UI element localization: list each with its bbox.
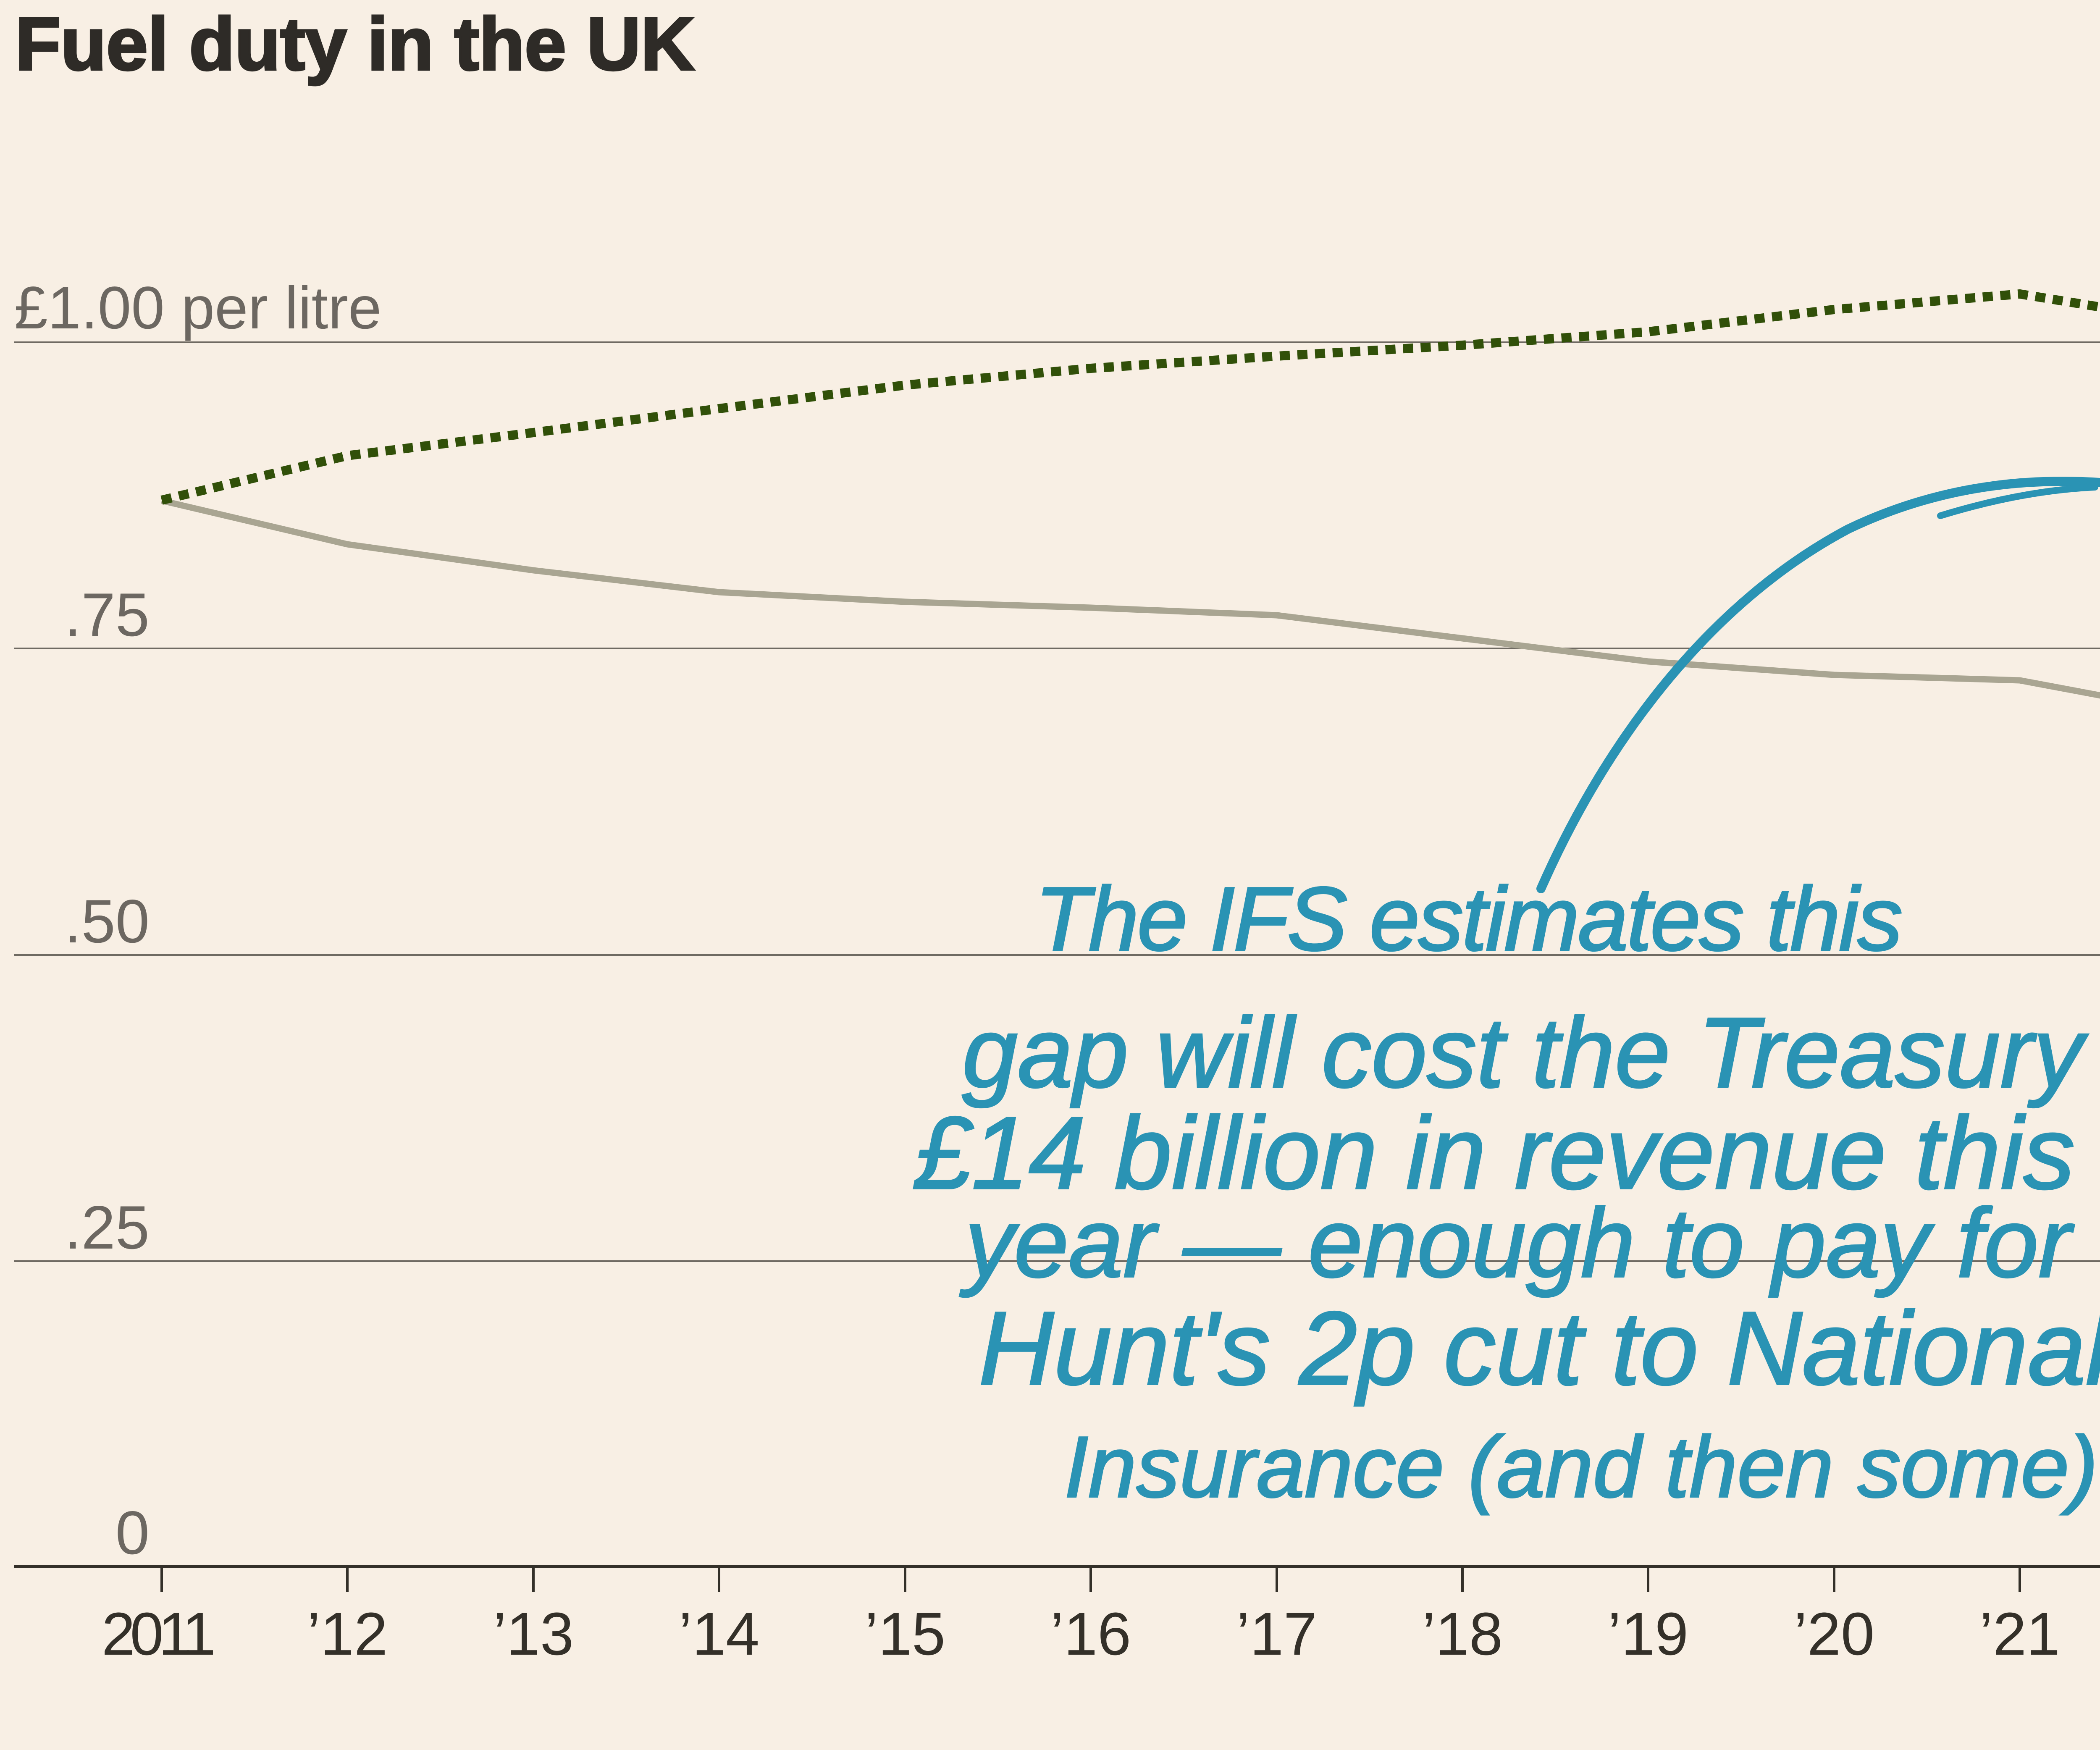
svg-text:year — enough to pay for: year — enough to pay for <box>959 1189 2074 1298</box>
svg-text:Fuel duty in the UK: Fuel duty in the UK <box>15 2 695 86</box>
svg-text:The IFS estimates this: The IFS estimates this <box>1035 868 1903 969</box>
svg-text:’17: ’17 <box>1236 1600 1317 1668</box>
svg-text:’18: ’18 <box>1422 1600 1503 1668</box>
svg-text:2011: 2011 <box>102 1600 216 1668</box>
svg-text:’19: ’19 <box>1608 1600 1688 1668</box>
svg-text:gap will cost the Treasury: gap will cost the Treasury <box>962 997 2089 1108</box>
svg-text:’12: ’12 <box>307 1600 388 1668</box>
svg-text:.75: .75 <box>64 580 150 649</box>
svg-text:0: 0 <box>116 1498 150 1567</box>
svg-text:’20: ’20 <box>1794 1600 1874 1668</box>
svg-text:£1.00 per litre: £1.00 per litre <box>14 275 381 341</box>
svg-text:’16: ’16 <box>1050 1600 1131 1668</box>
svg-text:Hunt's 2p cut to National: Hunt's 2p cut to National <box>979 1290 2100 1406</box>
svg-text:’13: ’13 <box>493 1600 574 1668</box>
svg-text:Insurance (and then some): Insurance (and then some) <box>1064 1419 2098 1515</box>
svg-text:£14 billion in revenue this: £14 billion in revenue this <box>914 1095 2075 1210</box>
svg-text:.25: .25 <box>64 1193 150 1262</box>
svg-text:’15: ’15 <box>865 1600 945 1668</box>
svg-text:’21: ’21 <box>1979 1600 2060 1668</box>
svg-text:.50: .50 <box>64 887 150 955</box>
svg-text:’14: ’14 <box>679 1600 759 1668</box>
